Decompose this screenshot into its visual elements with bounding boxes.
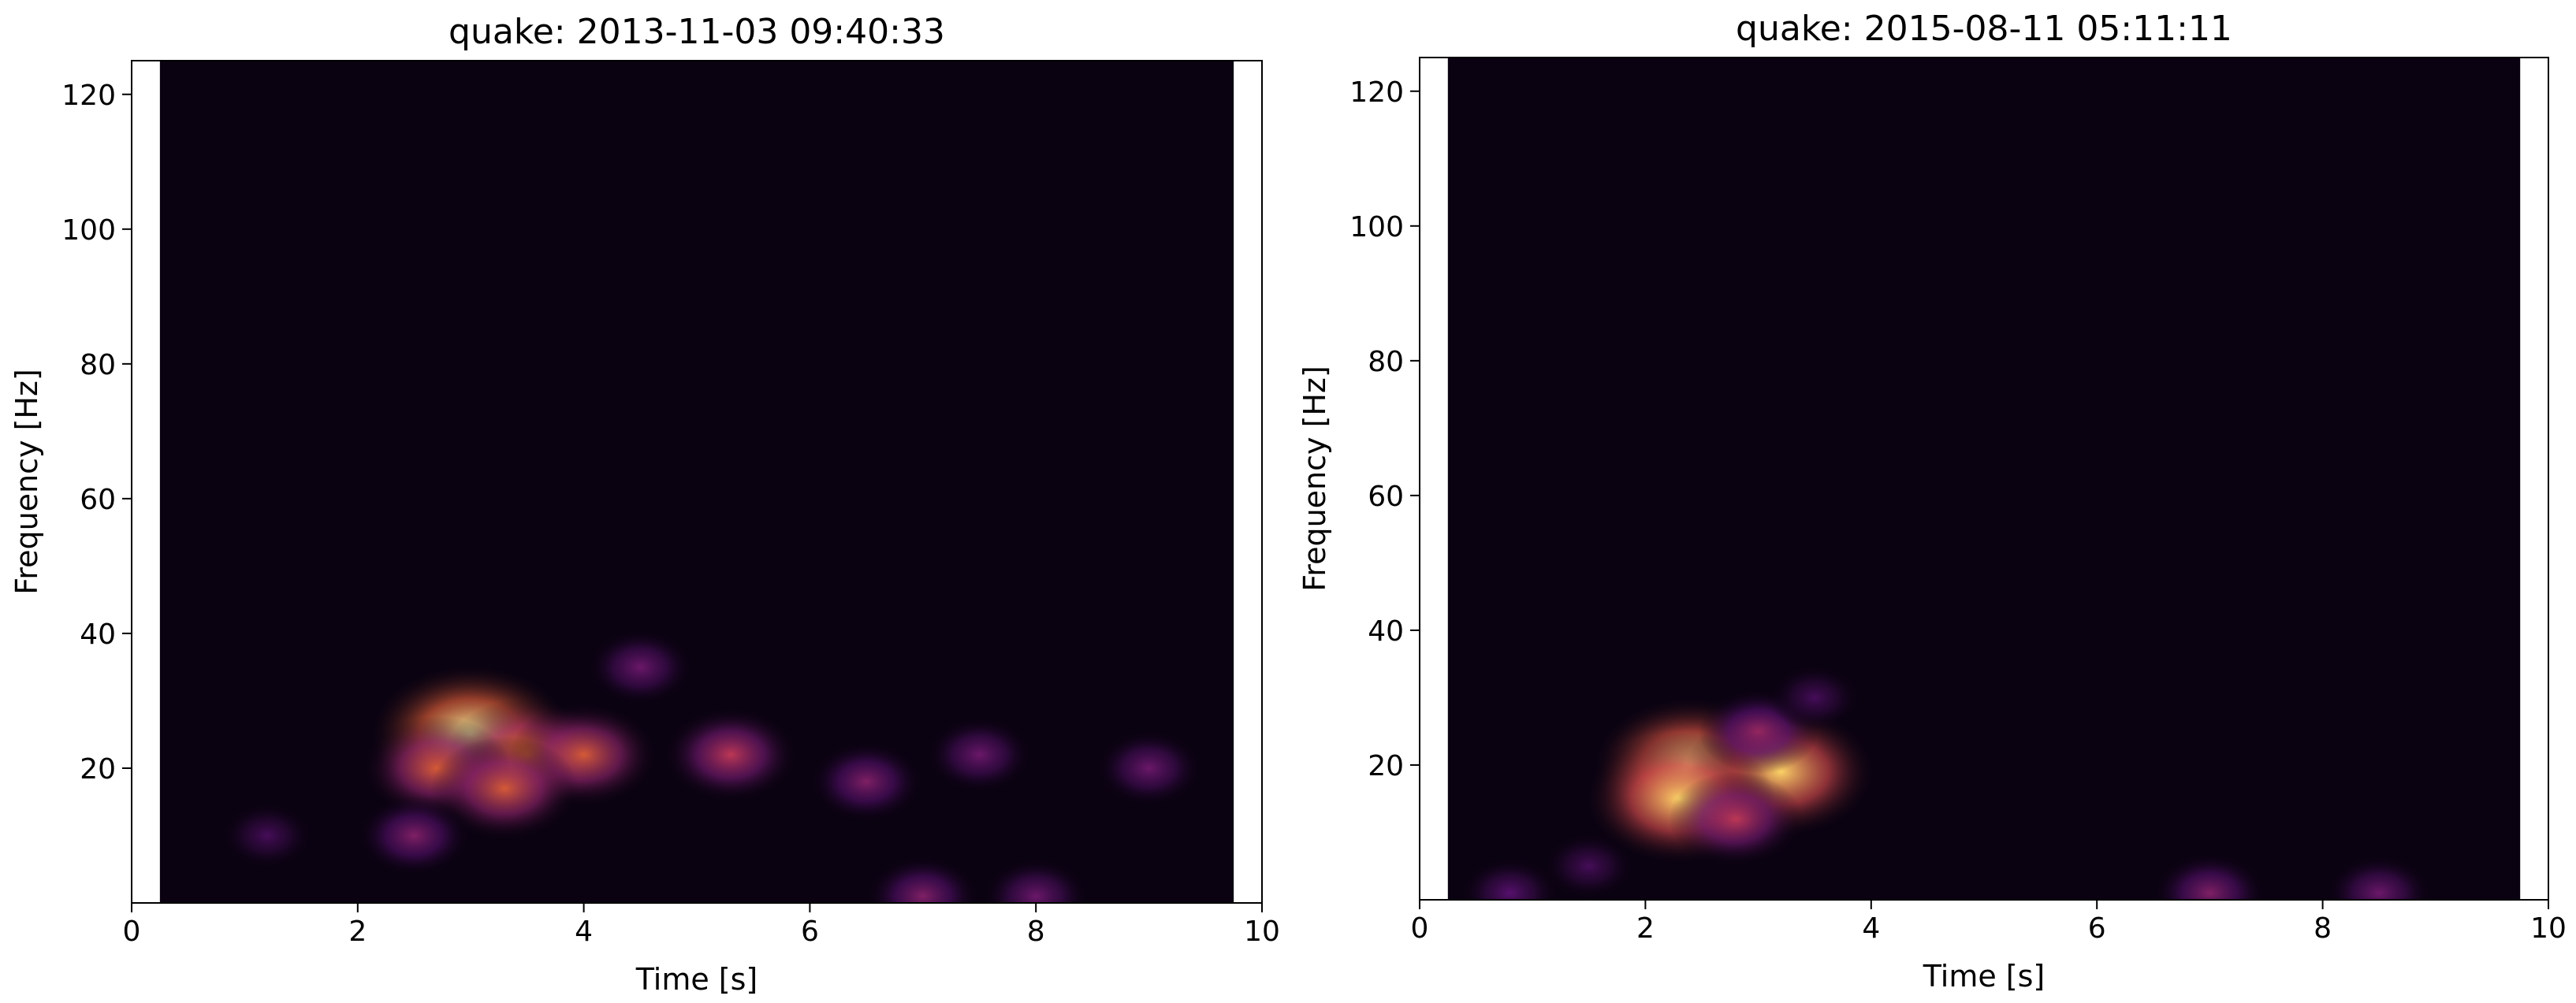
x-tick-label: 6 [2088,912,2106,945]
x-tick-label: 8 [1027,916,1045,948]
axes-frame [1419,57,2549,901]
x-tick-label: 2 [348,916,367,948]
heat-spot [358,795,471,876]
y-tick-label: 60 [80,484,116,516]
y-tick-label: 60 [1368,481,1404,513]
heat-spot [587,629,694,705]
y-axis-label: Frequency [Hz] [9,369,44,595]
y-tick-label: 100 [1349,211,1404,243]
plot: 0 2 4 6 8 10 20 40 60 80 100 120 quake: 2013-11-03 0… [9,12,1280,997]
x-tick-label: 2 [1636,912,1655,945]
heat-spots [1461,664,2433,900]
x-tick-label: 4 [575,916,593,948]
x-axis-label: Time [s] [635,962,758,997]
heat-spot [983,858,1089,903]
heat-spot [1096,730,1202,806]
heat-spot [1461,857,1560,900]
chart-title: quake: 2013-11-03 09:40:33 [449,12,945,52]
heat-spot [664,707,798,802]
x-axis-label: Time [s] [1923,959,2046,994]
heat-spot [430,736,579,841]
x-tick-label: 10 [1244,916,1280,948]
y-tick-label: 120 [1349,76,1404,109]
heat-spot [926,716,1033,793]
heat-spot [1769,664,1861,731]
y-tick-label: 120 [61,80,116,112]
axes-frame [131,60,1263,904]
plot: 0 2 4 6 8 10 20 40 60 80 100 120 quake: 2015-08-11 0… [1297,9,2567,994]
x-tick-label: 4 [1862,912,1880,945]
x-tick-label: 0 [1411,912,1429,945]
heat-spot [2153,853,2266,900]
y-tick-label: 80 [1368,346,1404,378]
heat-spot [221,802,314,869]
heat-spot [866,856,980,903]
y-tick-label: 20 [80,753,116,786]
y-tick-label: 20 [1368,750,1404,782]
heat-spot [1543,833,1635,900]
y-tick-label: 40 [1368,615,1404,648]
y-tick-label: 80 [80,349,116,381]
y-tick-label: 40 [80,619,116,651]
heat-spot [1668,771,1803,867]
heat-spot [810,741,923,823]
y-axis-label: Frequency [Hz] [1297,366,1332,592]
heat-spots [221,629,1202,903]
y-tick-label: 100 [61,214,116,247]
x-tick-label: 6 [801,916,819,948]
x-tick-label: 8 [2314,912,2332,945]
x-tick-label: 0 [123,916,141,948]
x-tick-label: 10 [2530,912,2567,945]
heat-spot [2326,855,2433,900]
chart-title: quake: 2015-08-11 05:11:11 [1736,9,2232,49]
